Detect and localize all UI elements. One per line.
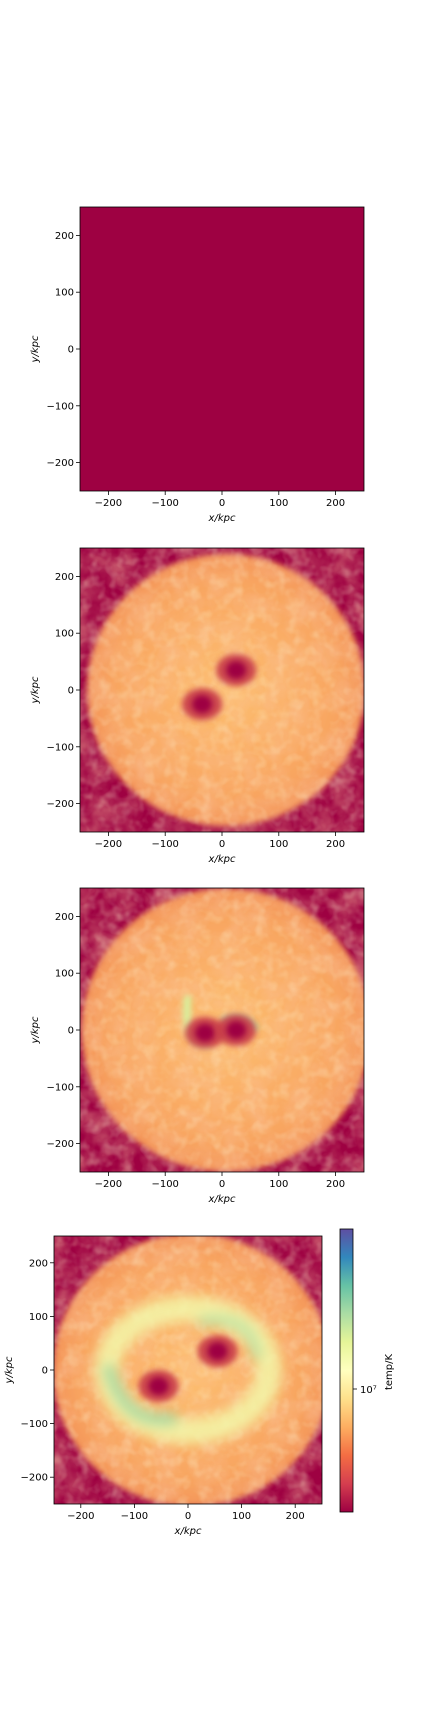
y-tick-label: −100 [47,1082,74,1093]
temperature-map [80,548,364,832]
y-tick-label: 200 [55,231,74,242]
temperature-map [80,207,364,491]
cool-core-1 [138,1370,179,1403]
x-axis-label: x/kpc [208,513,236,524]
x-tick-label: −100 [121,1511,148,1522]
colorbar: 10⁷ temp/K [339,1228,395,1513]
y-tick-label: 100 [55,969,74,980]
x-tick-label: 200 [326,839,345,850]
x-tick-label: −200 [67,1511,94,1522]
x-tick-label: 0 [219,1179,225,1190]
x-tick-label: 100 [269,839,288,850]
x-axis-label: x/kpc [208,1194,236,1205]
y-tick-label: −100 [21,1419,48,1430]
x-tick-label: 200 [326,498,345,509]
hot-shell [94,1295,282,1445]
y-tick-label: −100 [47,742,74,753]
y-axis-label: y/kpc [30,335,41,363]
y-axis-label: y/kpc [4,1356,15,1384]
cool-core-1 [184,1016,225,1049]
y-axis-label: y/kpc [30,676,41,704]
cool-core-1 [182,688,223,721]
y-tick-label: 100 [29,1312,48,1323]
gas-disk [80,548,364,832]
y-tick-label: 200 [55,912,74,923]
y-tick-label: 0 [68,686,74,697]
colorbar-label: temp/K [384,1354,395,1391]
x-tick-label: −100 [151,1179,178,1190]
panel-1: −200 −100 0 100 200 −200 −100 0 100 200 x/kpc y/kpc [30,206,365,524]
colorbar-gradient [339,1228,354,1513]
panel-2: −200 −100 0 100 200 −200 −100 0 100 200 x/kpc y/kpc [30,547,365,865]
x-tick-label: −100 [151,839,178,850]
x-tick-label: 100 [269,1179,288,1190]
gas-disk [54,1236,322,1504]
y-tick-label: 0 [68,1026,74,1037]
x-tick-label: 100 [269,498,288,509]
x-tick-label: −100 [151,498,178,509]
y-tick-label: −200 [21,1473,48,1484]
x-tick-label: 0 [219,839,225,850]
x-tick-label: 100 [232,1511,251,1522]
y-tick-label: −200 [47,458,74,469]
x-tick-label: 200 [326,1179,345,1190]
temperature-map [80,888,364,1172]
temperature-map [54,1236,322,1504]
y-tick-label: −200 [47,799,74,810]
x-tick-label: 0 [219,498,225,509]
x-axis-label: x/kpc [208,854,236,865]
y-tick-label: 200 [29,1258,48,1269]
y-tick-label: −100 [47,401,74,412]
x-tick-label: −200 [95,1179,122,1190]
colorbar-tick-label: 10⁷ [360,1385,377,1396]
y-tick-label: 100 [55,288,74,299]
x-tick-label: 0 [185,1511,191,1522]
y-tick-label: 0 [42,1366,48,1377]
background-cold [80,207,364,491]
x-tick-label: 200 [286,1511,305,1522]
y-tick-label: 0 [68,345,74,356]
cool-core-2 [197,1335,238,1368]
y-axis-label: y/kpc [30,1016,41,1044]
cool-core-2 [216,1014,257,1046]
y-tick-label: 200 [55,572,74,583]
x-tick-label: −200 [95,839,122,850]
y-tick-label: −200 [47,1139,74,1150]
x-axis-label: x/kpc [174,1526,202,1537]
y-tick-label: 100 [55,629,74,640]
panel-4: −200 −100 0 100 200 −200 −100 0 100 200 x/kpc y/kpc [4,1235,323,1537]
cool-core-2 [216,654,257,687]
x-tick-label: −200 [95,498,122,509]
panel-3: −200 −100 0 100 200 −200 −100 0 100 200 x/kpc y/kpc [30,887,365,1205]
